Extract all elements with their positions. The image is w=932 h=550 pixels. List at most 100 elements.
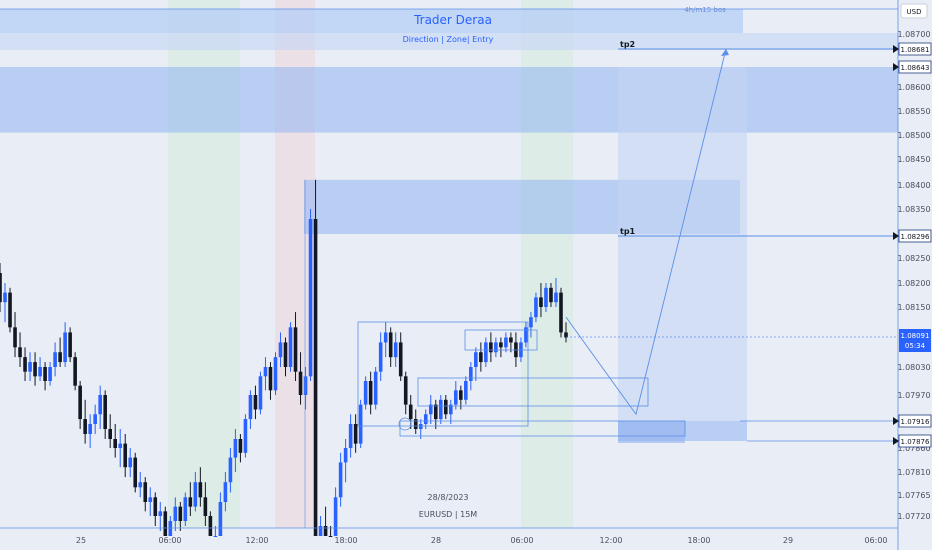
zones-layer	[0, 67, 898, 443]
y-tick-label: 1.08500	[897, 131, 930, 140]
price-badge-arrow	[893, 63, 899, 71]
candle-body	[163, 511, 168, 536]
candle-body	[173, 506, 178, 521]
candle-body	[83, 419, 87, 434]
candle-body	[489, 342, 493, 353]
candle-body	[403, 376, 408, 405]
candle-body	[243, 419, 248, 453]
candle-body	[393, 342, 398, 358]
candles-layer	[0, 179, 568, 537]
price-badge-label: 1.08681	[901, 46, 930, 54]
candle-body	[68, 332, 72, 358]
y-tick-label: 1.08550	[897, 107, 930, 116]
candle-body	[128, 457, 133, 468]
subtitle-banner	[0, 33, 898, 50]
candle-body	[504, 337, 508, 348]
candle-body	[188, 497, 193, 507]
y-tick-label: 1.08030	[897, 363, 930, 372]
candle-body	[398, 342, 403, 377]
price-axis-panel[interactable]	[898, 0, 932, 550]
currency-box[interactable]	[900, 3, 928, 19]
x-tick-label: 18:00	[687, 536, 710, 545]
entry-box	[618, 421, 685, 443]
price-badge-label: 1.07916	[901, 418, 930, 426]
candle-body	[524, 327, 528, 343]
candle-body	[223, 482, 228, 502]
candle-body	[534, 297, 538, 318]
x-tick-label: 28	[431, 536, 441, 545]
candle-body	[93, 414, 97, 424]
candle-body	[253, 395, 258, 410]
candle-body	[438, 399, 443, 420]
candle-body	[303, 376, 308, 395]
candle-body	[539, 297, 543, 307]
candle-body	[33, 362, 37, 377]
candle-body	[213, 536, 218, 537]
candle-body	[428, 404, 433, 415]
candle-body	[18, 347, 22, 358]
candle-body	[459, 390, 463, 400]
candle-body	[544, 287, 548, 307]
y-tick-label: 1.08250	[897, 254, 930, 263]
y-tick-label: 1.08200	[897, 279, 930, 288]
candle-body	[63, 332, 67, 363]
target-box	[618, 67, 747, 421]
y-tick-label: 1.07860	[897, 444, 930, 453]
candle-body	[454, 390, 458, 405]
candle-body	[58, 352, 62, 363]
candle-body	[529, 317, 533, 328]
candle-body	[509, 337, 513, 343]
candle-body	[378, 342, 383, 372]
candle-body	[78, 385, 82, 420]
projection-path	[565, 48, 727, 416]
y-tick-label: 1.08400	[897, 181, 930, 190]
y-tick-label: 1.07970	[897, 391, 930, 400]
candle-body	[113, 439, 118, 448]
candle-body	[479, 352, 483, 363]
currency-label: USD	[907, 8, 922, 16]
candle-body	[448, 404, 453, 415]
candle-body	[148, 497, 153, 502]
candle-body	[123, 443, 128, 468]
x-tick-label: 12:00	[245, 536, 268, 545]
candle-body	[293, 327, 298, 372]
watermark-date: 28/8/2023	[427, 493, 468, 502]
candle-body	[103, 395, 107, 429]
candle-body	[198, 482, 203, 498]
current-price-badge	[899, 329, 931, 352]
candle-body	[228, 457, 233, 483]
candle-body	[333, 497, 338, 536]
title-banner	[0, 9, 743, 33]
candle-body	[298, 371, 303, 395]
candle-body	[494, 342, 498, 353]
candle-body	[203, 497, 208, 516]
candle-body	[158, 511, 163, 516]
candle-body	[283, 342, 288, 367]
candle-body	[183, 497, 188, 521]
candle-body	[3, 292, 7, 303]
candle-body	[28, 362, 32, 372]
tp1-label: tp1	[620, 227, 636, 236]
demand-outline	[399, 420, 686, 437]
candle-body	[388, 332, 393, 358]
price-badge-label: 1.08643	[901, 64, 930, 72]
y-tick-label: 1.08600	[897, 83, 930, 92]
tp2-label: tp2	[620, 40, 635, 49]
candle-body	[308, 219, 313, 377]
candle-body	[368, 381, 373, 405]
price-badge-label: 1.08296	[901, 233, 930, 241]
range-box-1	[357, 321, 529, 427]
candle-body	[443, 399, 448, 415]
y-tick-label: 1.08450	[897, 155, 930, 164]
price-badge-arrow	[893, 45, 899, 53]
candle-body	[98, 395, 102, 415]
candle-body	[499, 342, 503, 348]
candle-body	[153, 497, 158, 516]
candle-body	[38, 367, 42, 377]
candle-body	[328, 536, 333, 537]
candle-body	[238, 439, 243, 453]
candle-body	[418, 424, 423, 429]
candle-body	[133, 457, 138, 488]
candle-body	[168, 521, 173, 536]
